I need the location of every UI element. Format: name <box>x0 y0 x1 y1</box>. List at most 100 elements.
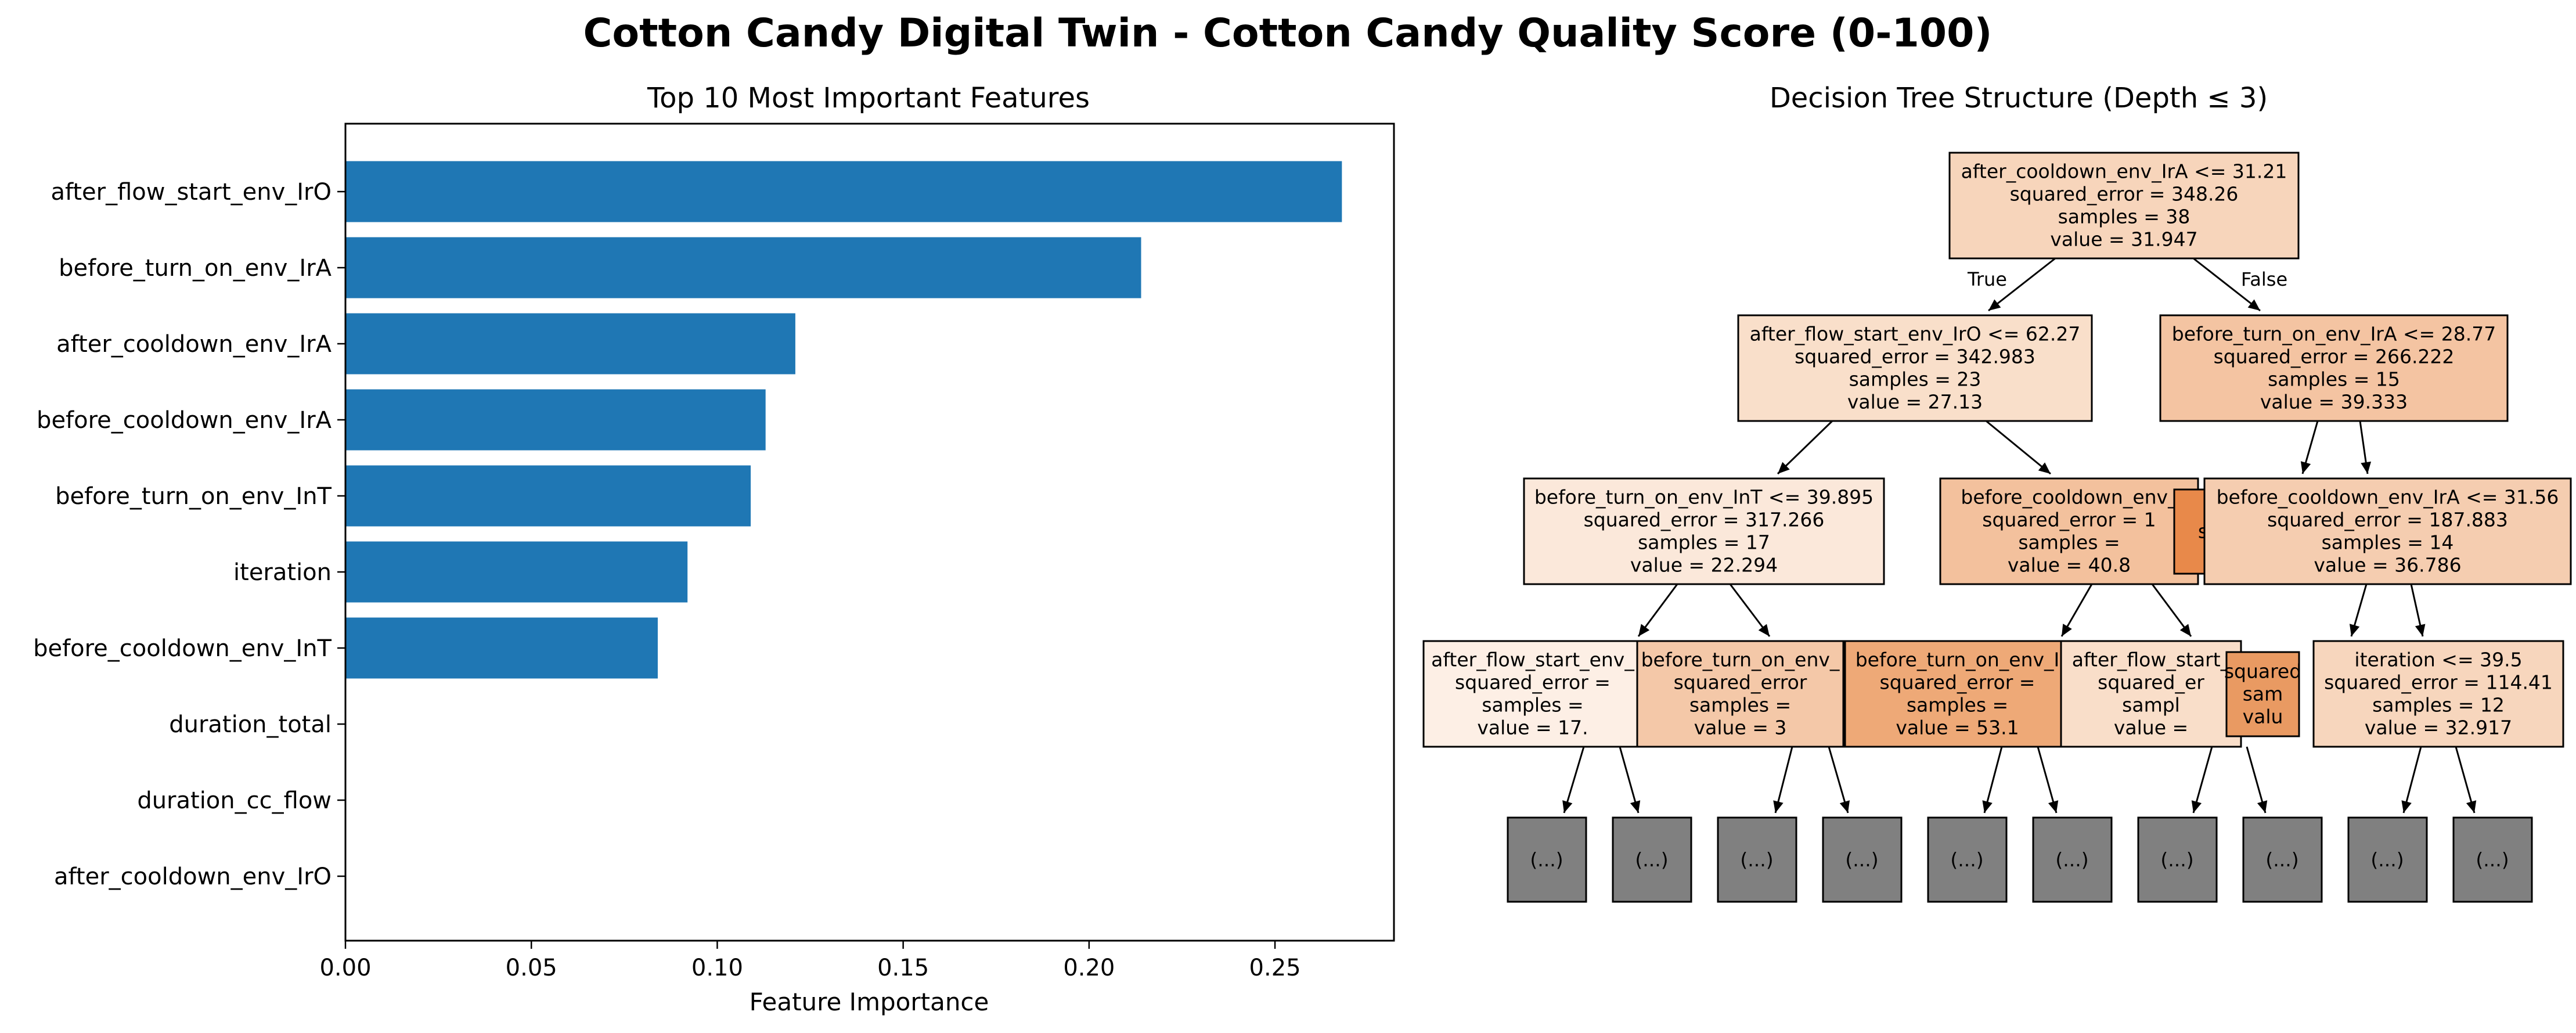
bar-before_cooldown_env_InT <box>345 617 658 679</box>
x-tick-label: 0.05 <box>506 955 557 981</box>
tree-node-line: squared_error = 348.26 <box>2010 183 2239 206</box>
truncated-leaf: (...) <box>1717 816 1797 903</box>
x-tick-label: 0.00 <box>319 955 371 981</box>
truncated-leaf-box <box>2242 816 2323 903</box>
truncated-leaf-label: (...) <box>2476 848 2509 871</box>
tree-edge <box>2193 257 2261 312</box>
tree-edge-arrowhead <box>2062 624 2072 636</box>
tree-node-line: squared_error = 114.41 <box>2324 671 2553 694</box>
tree-node-n1: after_flow_start_env_IrO <= 62.27squared… <box>1737 314 2093 422</box>
tree-edge-arrowhead <box>2361 461 2372 474</box>
tree-node-line: valu <box>2243 706 2283 728</box>
tree-edge-arrowhead <box>1562 800 1573 813</box>
tree-node-box <box>2225 651 2300 737</box>
x-ticks-group: 0.00 0.05 0.10 0.15 0.20 0.25 <box>319 941 1301 981</box>
truncated-leaf: (...) <box>2452 816 2533 903</box>
tree-node-line: before_cooldown_env_IrA <= 31.56 <box>2217 486 2559 509</box>
tree-node-n0: after_cooldown_env_IrA <= 31.21squared_e… <box>1948 152 2300 260</box>
truncated-leaf-box <box>2032 816 2113 903</box>
tree-edge-arrowhead <box>1773 800 1784 813</box>
tree-node-line: samples = <box>1482 694 1583 717</box>
tree-node-line: squared_er <box>2098 671 2204 694</box>
tree-edge-arrowhead <box>2401 800 2412 813</box>
truncated-leaf-box <box>1822 816 1903 903</box>
truncated-leaf: (...) <box>2137 816 2218 903</box>
tree-node-n3: before_turn_on_env_InT <= 39.895squared_… <box>1523 477 1885 585</box>
tree-node-line: squared_error = 342.983 <box>1795 345 2035 368</box>
truncated-leaf-label: (...) <box>1845 848 1878 871</box>
tree-node-box <box>2312 640 2564 748</box>
tree-node-line: sampl <box>2122 694 2180 717</box>
truncated-leaf-label: (...) <box>1530 848 1563 871</box>
bar-before_cooldown_env_IrA <box>345 389 766 451</box>
y-tick-label: after_cooldown_env_IrO <box>54 863 332 890</box>
tree-node-box <box>1948 152 2300 260</box>
tree-node-line: value = 36.786 <box>2314 554 2461 577</box>
tree-edge-arrowhead <box>1758 624 1770 636</box>
tree-node-line: squared <box>2224 660 2301 683</box>
tree-edge-arrowhead <box>1982 800 1993 813</box>
tree-edge-arrowhead <box>1778 462 1790 474</box>
tree-node-line: value = 32.917 <box>2365 717 2512 739</box>
truncated-leaf-label: (...) <box>2055 848 2088 871</box>
x-tick-label: 0.15 <box>877 955 929 981</box>
truncated-leaf-box <box>2347 816 2428 903</box>
tree-edge-arrowhead <box>2466 800 2477 813</box>
tree-node-line: samples = 14 <box>2322 531 2454 554</box>
tree-node-box <box>1422 640 1643 748</box>
edge-label-true: True <box>1967 268 2007 290</box>
edge-label-false: False <box>2241 268 2287 290</box>
tree-node-line: squared_error = 1 <box>1982 509 2156 531</box>
tree-node-box <box>1636 640 1844 748</box>
tree-node-line: samples = <box>1689 694 1791 717</box>
tree-node-line: before_cooldown_env_ <box>1961 486 2178 509</box>
truncated-leaf: (...) <box>2347 816 2428 903</box>
tree-node-line: value = 39.333 <box>2260 391 2408 413</box>
tree-node-line: squared_error = 266.222 <box>2214 345 2455 368</box>
tree-node-n5: before_cooldown_env_IrA <= 31.56squared_… <box>2203 477 2572 585</box>
tree-node-line: squared_error = <box>1455 671 1611 694</box>
tree-node-box <box>1939 477 2199 585</box>
bar-after_cooldown_env_IrA <box>345 313 795 375</box>
y-tick-label: after_flow_start_env_IrO <box>51 179 332 206</box>
truncated-leaf-label: (...) <box>2160 848 2193 871</box>
tree-edge-arrowhead <box>2179 624 2191 636</box>
truncated-leaf-label: (...) <box>2370 848 2404 871</box>
decision-tree-diagram: Decision Tree Structure (Depth ≤ 3) afte… <box>1422 82 2572 903</box>
tree-node-line: squared_error = 187.883 <box>2267 509 2508 531</box>
tree-edge-arrowhead <box>2247 299 2260 311</box>
tree-edge-arrowhead <box>2038 462 2051 474</box>
tree-node-line: value = 53.1 <box>1896 717 2019 739</box>
truncated-leaf: (...) <box>1822 816 1903 903</box>
y-tick-label: after_cooldown_env_IrA <box>56 331 332 358</box>
tree-title: Decision Tree Structure (Depth ≤ 3) <box>1770 82 2268 114</box>
tree-node-line: samples = <box>1907 694 2008 717</box>
truncated-leaf-box <box>1507 816 1587 903</box>
tree-node-box <box>2159 314 2509 422</box>
tree-node-box <box>1737 314 2093 422</box>
tree-node-n2: before_turn_on_env_IrA <= 28.77squared_e… <box>2159 314 2509 422</box>
tree-node-line: after_flow_start_ <box>2072 649 2231 671</box>
bar-before_turn_on_env_IrA <box>345 237 1141 298</box>
tree-edge-arrowhead <box>1630 800 1641 813</box>
truncated-leaf-box <box>2137 816 2218 903</box>
y-tick-label: before_cooldown_env_InT <box>33 635 332 662</box>
truncated-leaf: (...) <box>2242 816 2323 903</box>
tree-edge-arrowhead <box>2415 624 2426 636</box>
tree-node-line: value = 40.8 <box>2008 554 2131 577</box>
truncated-leaf: (...) <box>2032 816 2113 903</box>
tree-node-line: squared_error = <box>1880 671 2035 694</box>
tree-node-line: samples = 15 <box>2268 368 2400 391</box>
tree-node-line: value = 31.947 <box>2050 228 2197 251</box>
tree-nodes-group: after_cooldown_env_IrA <= 31.21squared_e… <box>1422 152 2572 748</box>
tree-node-line: before_turn_on_env_I <box>1856 649 2060 671</box>
tree-edge-arrowhead <box>2048 800 2059 813</box>
y-tick-label: before_cooldown_env_IrA <box>37 407 332 434</box>
tree-node-line: samples = 17 <box>1638 531 1770 554</box>
tree-node-line: before_turn_on_env_InT <= 39.895 <box>1534 486 1874 509</box>
y-tick-label: duration_cc_flow <box>137 787 332 814</box>
bar-iteration <box>345 541 688 603</box>
truncated-leaf-label: (...) <box>2265 848 2298 871</box>
